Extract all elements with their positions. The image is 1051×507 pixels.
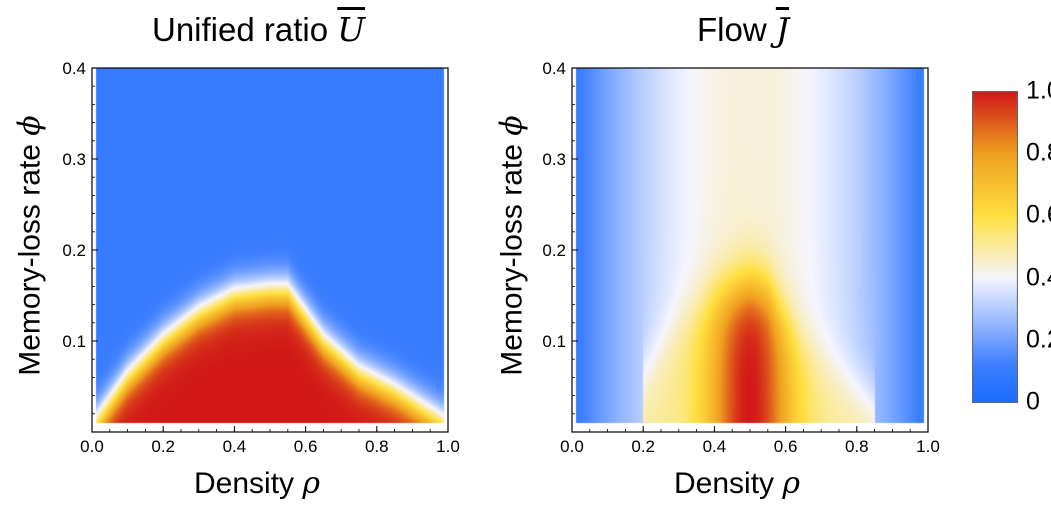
colorbar-tick-label: 0.2 [1026, 325, 1051, 354]
left-title-text: Unified ratio [152, 11, 338, 48]
flow-heatmap [572, 68, 928, 432]
right-x-tick-label: 0.4 [703, 437, 727, 456]
left-x-tick-label: 1.0 [436, 437, 460, 456]
right-x-tick-label: 1.0 [916, 437, 940, 456]
left-plot-frame [91, 67, 449, 433]
right-y-tick-label: 0.2 [542, 241, 566, 260]
left-x-axis-label: Density ρ [194, 466, 320, 501]
right-title-text: Flow [697, 11, 776, 48]
right-xlabel-symbol: ρ [782, 466, 801, 501]
right-x-tick-label: 0.0 [560, 437, 584, 456]
left-x-tick-label: 0.0 [80, 437, 104, 456]
right-x-axis-label: Density ρ [674, 466, 800, 501]
right-y-tick-label: 0.4 [542, 59, 566, 78]
right-plot-frame [571, 67, 929, 433]
left-xlabel-symbol: ρ [302, 466, 321, 501]
colorbar-tick-label: 0.4 [1026, 263, 1051, 292]
colorbar-tick-label: 0.8 [1026, 138, 1051, 167]
colorbar-tick-label: 1.0 [1026, 76, 1051, 105]
left-y-tick-label: 0.4 [62, 59, 86, 78]
colorbar [972, 91, 1018, 403]
left-x-tick-label: 0.4 [223, 437, 247, 456]
left-x-tick-label: 0.6 [294, 437, 318, 456]
left-y-tick-label: 0.1 [62, 332, 86, 351]
right-title-symbol: J [775, 10, 790, 49]
right-xlabel-text: Density [674, 467, 783, 500]
left-y-tick-label: 0.3 [62, 150, 86, 169]
colorbar-tick-label: 0.6 [1026, 200, 1051, 229]
left-x-tick-label: 0.2 [151, 437, 175, 456]
left-x-tick-label: 0.8 [365, 437, 389, 456]
left-title-symbol: U [337, 10, 366, 49]
right-chart-title: Flow J [697, 10, 789, 49]
unified-ratio-heatmap [92, 68, 448, 432]
left-y-tick-label: 0.2 [62, 241, 86, 260]
right-y-tick-label: 0.3 [542, 150, 566, 169]
colorbar-tick-label: 0 [1026, 387, 1040, 416]
left-xlabel-text: Density [194, 467, 303, 500]
right-x-tick-label: 0.8 [845, 437, 869, 456]
left-chart-title: Unified ratio U [152, 10, 365, 49]
right-x-tick-label: 0.6 [774, 437, 798, 456]
right-x-tick-label: 0.2 [631, 437, 655, 456]
right-y-tick-label: 0.1 [542, 332, 566, 351]
